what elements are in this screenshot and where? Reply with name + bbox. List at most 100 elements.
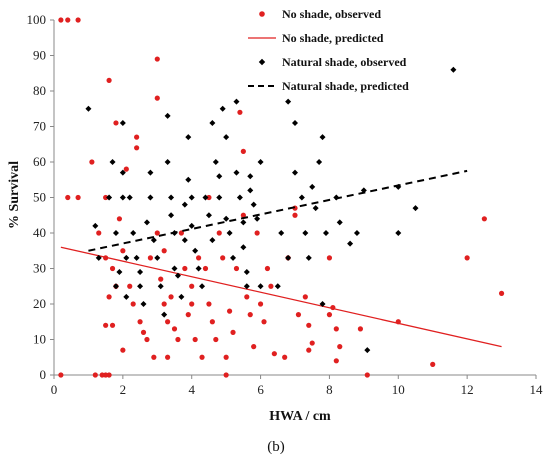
- no-shade-point: [240, 148, 246, 154]
- natural-shade-point: [257, 283, 264, 290]
- y-tick-label: 80: [33, 83, 46, 98]
- no-shade-point: [326, 255, 333, 261]
- no-shade-point: [364, 372, 370, 378]
- natural-shade-point: [123, 293, 130, 300]
- legend: No shade, observed No shade, predicted Nat…: [248, 7, 409, 93]
- natural-shade-point: [216, 173, 223, 180]
- natural-shade-point: [188, 222, 195, 229]
- no-shade-point: [244, 294, 250, 300]
- no-shade-point: [165, 354, 171, 360]
- no-shade-point: [189, 301, 195, 307]
- no-shade-point: [261, 319, 267, 325]
- no-shade-point: [106, 77, 112, 83]
- no-shade-point: [464, 255, 470, 261]
- natural-shade-point: [109, 159, 116, 165]
- natural-shade-point: [319, 134, 326, 141]
- natural-shade-trend-line: [88, 169, 468, 252]
- legend-label: Natural shade, observed: [282, 55, 407, 69]
- no-shade-point: [171, 326, 178, 332]
- no-shade-point: [333, 358, 339, 364]
- natural-shade-point: [292, 169, 298, 176]
- natural-shade-point: [395, 230, 402, 236]
- natural-shade-point: [112, 283, 119, 290]
- legend-diamond-swatch: [258, 58, 266, 66]
- legend-circle-swatch: [259, 11, 265, 17]
- no-shade-point: [154, 95, 160, 101]
- no-shade-point: [137, 319, 143, 325]
- natural-shade-point: [106, 194, 113, 201]
- no-shade-point: [161, 301, 167, 307]
- x-tick-label: 12: [461, 382, 474, 397]
- natural-shade-point: [174, 272, 181, 279]
- legend-label: No shade, predicted: [282, 31, 384, 45]
- no-shade-point: [92, 372, 98, 378]
- natural-shade-point: [119, 194, 126, 201]
- natural-shade-point: [185, 176, 192, 183]
- natural-shade-point: [116, 269, 123, 276]
- natural-shade-point: [181, 237, 188, 244]
- y-tick-label: 100: [27, 12, 47, 27]
- no-shade-point: [144, 336, 150, 343]
- no-shade-point: [165, 319, 171, 325]
- natural-shade-point: [233, 98, 240, 105]
- no-shade-point: [123, 166, 129, 172]
- no-shade-point: [240, 212, 246, 218]
- natural-shade-point: [147, 194, 154, 201]
- no-shade-point: [268, 283, 274, 289]
- no-shade-point: [65, 194, 71, 201]
- no-shade-point: [292, 212, 298, 218]
- no-shade-point: [89, 159, 95, 165]
- no-shade-point: [226, 308, 233, 314]
- no-shade-point: [326, 312, 333, 318]
- no-shade-point: [295, 312, 302, 318]
- no-shade-point: [216, 230, 222, 236]
- x-tick-label: 8: [326, 382, 333, 397]
- no-shade-point: [185, 312, 191, 318]
- no-shade-point: [430, 361, 436, 367]
- no-shade-point: [65, 17, 71, 23]
- natural-shade-point: [205, 212, 212, 219]
- natural-shade-point: [364, 347, 371, 354]
- natural-shade-point: [126, 194, 133, 201]
- natural-shade-point: [223, 134, 230, 141]
- y-tick-label: 0: [40, 367, 47, 382]
- natural-shade-point: [185, 134, 192, 141]
- no-shade-point: [106, 372, 112, 378]
- no-shade-point: [220, 255, 226, 261]
- natural-shade-point: [178, 293, 185, 300]
- x-tick-label: 0: [51, 382, 58, 397]
- axes: 0 2 4 6 8 10 12 14 0 10 20 30 40 50 60 70 80 90 100: [27, 12, 544, 397]
- no-shade-point: [127, 283, 133, 289]
- natural-shade-point: [137, 269, 144, 276]
- natural-shade-point: [95, 254, 102, 261]
- no-shade-point: [223, 372, 229, 378]
- no-shade-point: [113, 120, 119, 126]
- natural-shade-point: [305, 254, 312, 261]
- natural-shade-point: [412, 205, 419, 212]
- no-shade-point: [192, 336, 198, 343]
- no-shade-point: [75, 17, 81, 23]
- natural-shade-point: [171, 265, 178, 272]
- natural-shade-point: [202, 194, 209, 201]
- natural-shade-point: [92, 222, 99, 229]
- natural-shade-point: [226, 230, 233, 236]
- no-shade-point: [223, 354, 229, 360]
- natural-shade-point: [298, 194, 305, 201]
- natural-shade-point: [150, 237, 157, 244]
- no-shade-point: [247, 312, 253, 318]
- natural-shade-point: [247, 187, 254, 194]
- natural-shade-point: [154, 254, 161, 261]
- no-shade-point: [175, 336, 181, 343]
- y-tick-label: 10: [33, 332, 46, 347]
- no-shade-point: [168, 294, 174, 300]
- natural-shade-point: [181, 201, 188, 208]
- natural-shade-point: [450, 66, 457, 73]
- natural-shade-point: [168, 194, 175, 201]
- natural-shade-point: [230, 254, 237, 261]
- no-shade-point: [333, 326, 339, 332]
- natural-shade-point: [85, 105, 92, 112]
- no-shade-point: [230, 329, 236, 335]
- no-shade-point: [257, 301, 264, 307]
- no-shade-point: [58, 17, 64, 23]
